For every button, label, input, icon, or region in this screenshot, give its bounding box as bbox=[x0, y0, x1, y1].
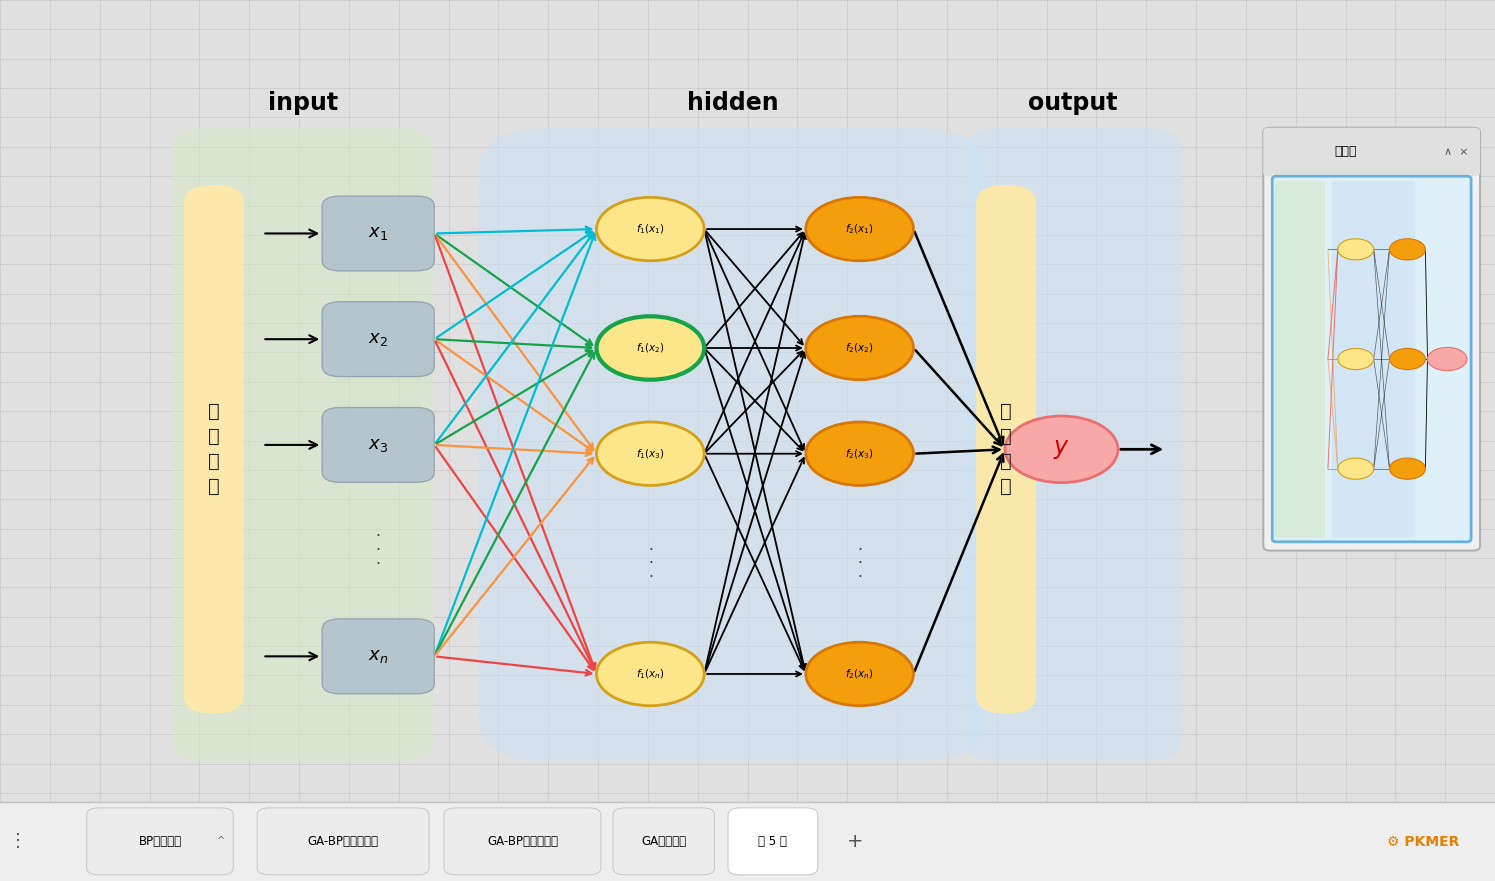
Text: GA-BP建模流程图: GA-BP建模流程图 bbox=[308, 835, 378, 848]
FancyBboxPatch shape bbox=[172, 128, 434, 762]
Text: $x_3$: $x_3$ bbox=[368, 436, 389, 454]
FancyBboxPatch shape bbox=[478, 128, 987, 762]
Text: BP神经网络: BP神经网络 bbox=[139, 835, 181, 848]
Text: input: input bbox=[268, 91, 338, 115]
Text: 缩略图: 缩略图 bbox=[1335, 145, 1357, 158]
FancyBboxPatch shape bbox=[323, 619, 434, 694]
FancyBboxPatch shape bbox=[613, 808, 715, 875]
FancyBboxPatch shape bbox=[184, 185, 244, 714]
Text: 输
出
信
号: 输 出 信 号 bbox=[1000, 403, 1012, 496]
Text: $f_1(x_1)$: $f_1(x_1)$ bbox=[635, 222, 665, 236]
Circle shape bbox=[1338, 348, 1374, 370]
Text: ·
·
·: · · · bbox=[375, 529, 381, 572]
Circle shape bbox=[1338, 458, 1374, 479]
Text: ⚙ PKMER: ⚙ PKMER bbox=[1387, 834, 1459, 848]
FancyBboxPatch shape bbox=[323, 196, 434, 271]
Text: $f_1(x_n)$: $f_1(x_n)$ bbox=[635, 667, 665, 681]
Circle shape bbox=[806, 422, 913, 485]
FancyBboxPatch shape bbox=[1332, 181, 1416, 537]
Text: $x_2$: $x_2$ bbox=[368, 330, 389, 348]
Circle shape bbox=[1005, 416, 1118, 483]
Text: ^: ^ bbox=[214, 836, 226, 847]
FancyBboxPatch shape bbox=[964, 128, 1181, 762]
Text: ·
·
·: · · · bbox=[857, 543, 863, 585]
Text: GA-BP算法流程图: GA-BP算法流程图 bbox=[487, 835, 558, 848]
FancyBboxPatch shape bbox=[323, 407, 434, 483]
FancyBboxPatch shape bbox=[1272, 176, 1471, 542]
Circle shape bbox=[806, 316, 913, 380]
FancyBboxPatch shape bbox=[0, 802, 1495, 881]
FancyBboxPatch shape bbox=[728, 808, 818, 875]
Text: output: output bbox=[1029, 91, 1117, 115]
Text: $f_2(x_2)$: $f_2(x_2)$ bbox=[845, 341, 875, 355]
FancyBboxPatch shape bbox=[1263, 128, 1480, 551]
Text: $f_2(x_3)$: $f_2(x_3)$ bbox=[845, 447, 875, 461]
Text: 输
入
信
号: 输 入 信 号 bbox=[208, 403, 220, 496]
Circle shape bbox=[1389, 239, 1425, 260]
Text: ⋮: ⋮ bbox=[9, 833, 27, 850]
Circle shape bbox=[1428, 347, 1467, 371]
Text: $f_1(x_3)$: $f_1(x_3)$ bbox=[635, 447, 665, 461]
Circle shape bbox=[1389, 458, 1425, 479]
Circle shape bbox=[806, 642, 913, 706]
Circle shape bbox=[597, 422, 704, 485]
FancyBboxPatch shape bbox=[444, 808, 601, 875]
FancyBboxPatch shape bbox=[976, 185, 1036, 714]
FancyBboxPatch shape bbox=[87, 808, 233, 875]
Circle shape bbox=[1338, 239, 1374, 260]
FancyBboxPatch shape bbox=[257, 808, 429, 875]
Text: $y$: $y$ bbox=[1052, 437, 1070, 462]
Circle shape bbox=[597, 197, 704, 261]
Circle shape bbox=[597, 316, 704, 380]
FancyBboxPatch shape bbox=[1263, 128, 1480, 176]
Text: 第 5 页: 第 5 页 bbox=[758, 835, 788, 848]
Text: $f_1(x_2)$: $f_1(x_2)$ bbox=[635, 341, 665, 355]
FancyBboxPatch shape bbox=[1275, 181, 1325, 537]
Text: ∧  ×: ∧ × bbox=[1444, 146, 1468, 157]
Circle shape bbox=[806, 197, 913, 261]
Text: hidden: hidden bbox=[686, 91, 779, 115]
Text: $f_2(x_1)$: $f_2(x_1)$ bbox=[845, 222, 875, 236]
Text: $x_n$: $x_n$ bbox=[368, 648, 389, 665]
FancyBboxPatch shape bbox=[323, 302, 434, 377]
Text: +: + bbox=[846, 832, 864, 851]
Text: $f_2(x_n)$: $f_2(x_n)$ bbox=[845, 667, 875, 681]
Text: $x_1$: $x_1$ bbox=[368, 225, 389, 242]
Text: GA遗传编码: GA遗传编码 bbox=[641, 835, 686, 848]
Text: ·
·
·: · · · bbox=[647, 543, 653, 585]
Circle shape bbox=[597, 642, 704, 706]
Circle shape bbox=[1389, 348, 1425, 370]
